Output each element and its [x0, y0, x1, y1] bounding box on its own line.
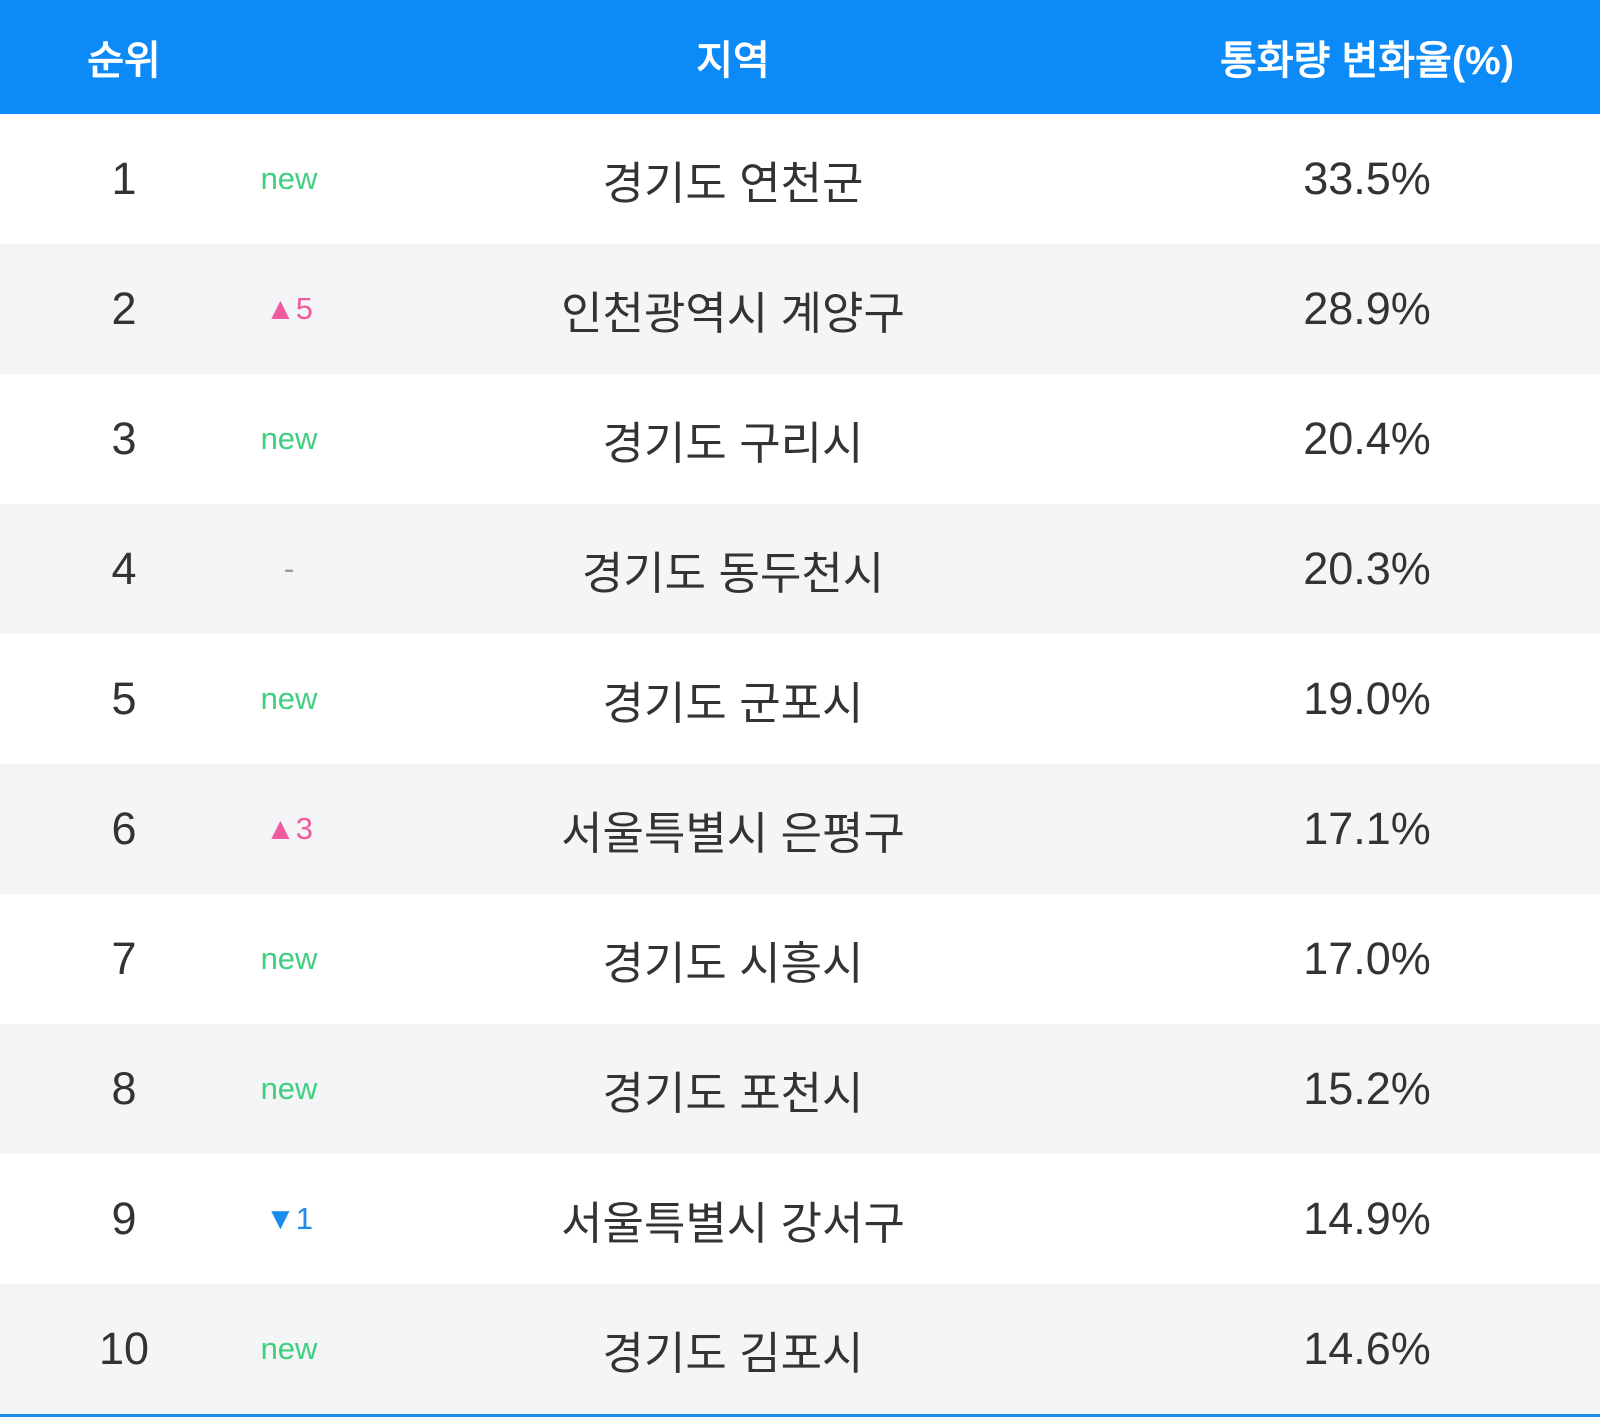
table-row: 8 new 경기도 포천시 15.2% [0, 1024, 1600, 1154]
rank-change: new [260, 1331, 318, 1366]
table-row: 5 new 경기도 군포시 19.0% [0, 634, 1600, 764]
table-row: 10 new 경기도 김포시 14.6% [0, 1284, 1600, 1414]
region: 서울특별시 강서구 [561, 1197, 905, 1249]
rank-change: ▼1 [265, 1201, 313, 1236]
change-rate: 33.5% [1303, 153, 1431, 204]
change-rate: 28.9% [1303, 283, 1431, 334]
header-cell: 순위 [87, 39, 161, 83]
change-rate: 15.2% [1303, 1063, 1431, 1114]
table-row: 6 ▲3 서울특별시 은평구 17.1% [0, 764, 1600, 894]
rank-change: new [260, 941, 318, 976]
region: 경기도 동두천시 [581, 547, 885, 599]
rank-change: new [260, 681, 318, 716]
change-rate: 20.3% [1303, 543, 1431, 594]
table-row: 2 ▲5 인천광역시 계양구 28.9% [0, 244, 1600, 374]
region: 인천광역시 계양구 [561, 287, 905, 339]
rank: 3 [111, 413, 137, 464]
region: 경기도 군포시 [602, 677, 864, 729]
table-row: 3 new 경기도 구리시 20.4% [0, 374, 1600, 504]
table-row: 9 ▼1 서울특별시 강서구 14.9% [0, 1154, 1600, 1284]
rank: 9 [111, 1193, 137, 1244]
table-row: 4 - 경기도 동두천시 20.3% [0, 504, 1600, 634]
rank-change: new [260, 421, 318, 456]
rank-change: - [283, 551, 295, 586]
rank-change: ▲5 [265, 291, 313, 326]
region: 경기도 구리시 [602, 417, 864, 469]
change-rate: 20.4% [1303, 413, 1431, 464]
rank: 1 [111, 153, 137, 204]
rank-change: ▲3 [265, 811, 313, 846]
rank: 4 [111, 543, 137, 594]
rank: 8 [111, 1063, 137, 1114]
region: 경기도 시흥시 [602, 937, 864, 989]
change-rate: 14.9% [1303, 1193, 1431, 1244]
table-header: 순위 지역 통화량 변화율(%) [0, 0, 1600, 114]
rank: 2 [111, 283, 137, 334]
region: 경기도 김포시 [602, 1327, 864, 1379]
rank-change: new [260, 161, 318, 196]
table-row: 7 new 경기도 시흥시 17.0% [0, 894, 1600, 1024]
change-rate: 17.1% [1303, 803, 1431, 854]
rank: 5 [111, 673, 137, 724]
region: 서울특별시 은평구 [561, 807, 905, 859]
header-cell: 지역 [696, 39, 770, 83]
change-rate: 17.0% [1303, 933, 1431, 984]
rank: 10 [98, 1323, 150, 1374]
change-rate: 14.6% [1303, 1323, 1431, 1374]
table-row: 1 new 경기도 연천군 33.5% [0, 114, 1600, 244]
rank: 6 [111, 803, 137, 854]
rank: 7 [111, 933, 137, 984]
region: 경기도 포천시 [602, 1067, 864, 1119]
rank-change: new [260, 1071, 318, 1106]
change-rate: 19.0% [1303, 673, 1431, 724]
header-cell: 통화량 변화율(%) [1219, 39, 1515, 83]
region: 경기도 연천군 [602, 157, 864, 209]
